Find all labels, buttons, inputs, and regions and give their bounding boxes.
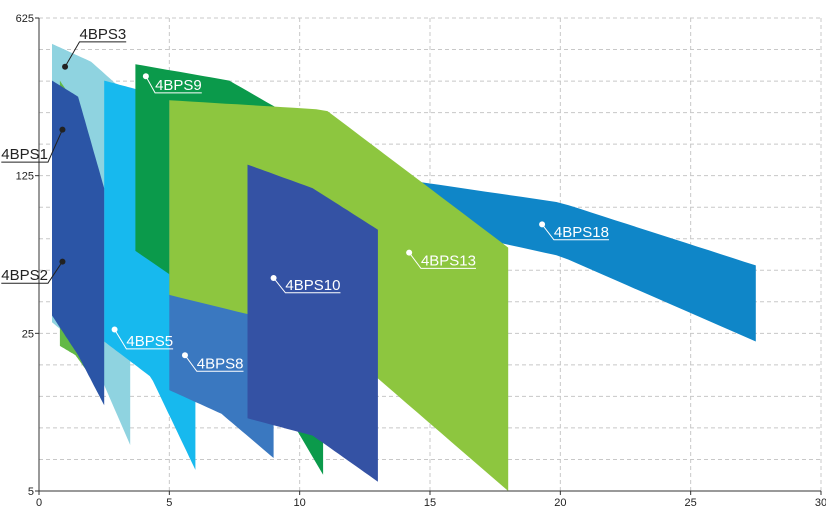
label-text: 4BPS13	[421, 252, 476, 269]
series-areas	[52, 43, 756, 491]
series-label-4bps8: 4BPS8	[181, 352, 244, 372]
x-tick-label: 20	[554, 497, 566, 509]
label-text: 4BPS18	[554, 224, 609, 241]
label-leader	[145, 75, 202, 94]
series-label-4bps5: 4BPS5	[111, 326, 174, 350]
label-leader	[1, 261, 63, 284]
label-text: 4BPS9	[155, 77, 202, 94]
series-label-4bps9: 4BPS9	[142, 73, 202, 94]
label-leader	[273, 277, 341, 294]
label-text: 4BPS5	[126, 333, 173, 350]
x-tick-label: 0	[36, 497, 42, 509]
label-text: 4BPS3	[79, 26, 126, 43]
series-label-4bps2: 4BPS2	[1, 258, 66, 284]
series-label-4bps3: 4BPS3	[62, 26, 127, 70]
label-leader	[408, 252, 477, 269]
x-tick-label: 25	[685, 497, 697, 509]
x-tick-label: 10	[294, 497, 306, 509]
series-area-4bps18	[403, 179, 756, 342]
y-tick-label: 5	[28, 486, 34, 498]
series-labels: 4BPS3 4BPS5 4BPS9 4BPS8 4BPS18 4BPS13 4BPS10 4B…	[1, 26, 609, 372]
label-text: 4BPS10	[285, 277, 340, 294]
label-text: 4BPS2	[1, 267, 48, 284]
label-leader	[114, 329, 174, 350]
label-text: 4BPS1	[1, 146, 48, 163]
label-leader	[541, 224, 609, 241]
series-area-4bps10	[247, 164, 378, 482]
y-tick-label: 125	[16, 171, 34, 183]
grid	[39, 17, 822, 491]
label-leader	[184, 354, 244, 372]
series-area-4bps2	[52, 80, 105, 406]
label-leader	[1, 129, 63, 163]
x-tick-label: 15	[424, 497, 436, 509]
series-label-4bps13: 4BPS13	[406, 249, 477, 269]
series-label-4bps10: 4BPS10	[270, 274, 341, 294]
label-leader	[64, 41, 127, 67]
series-label-4bps1: 4BPS1	[1, 126, 66, 163]
series-label-4bps18: 4BPS18	[539, 221, 609, 241]
y-tick-label: 25	[22, 328, 34, 340]
x-tick-label: 5	[166, 497, 172, 509]
x-tick-label: 30	[815, 497, 826, 509]
y-tick-label: 625	[16, 13, 34, 25]
label-text: 4BPS8	[197, 355, 244, 372]
